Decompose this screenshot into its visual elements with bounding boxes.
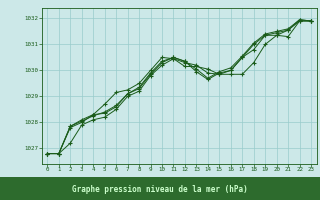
Text: Graphe pression niveau de la mer (hPa): Graphe pression niveau de la mer (hPa)	[72, 185, 248, 194]
